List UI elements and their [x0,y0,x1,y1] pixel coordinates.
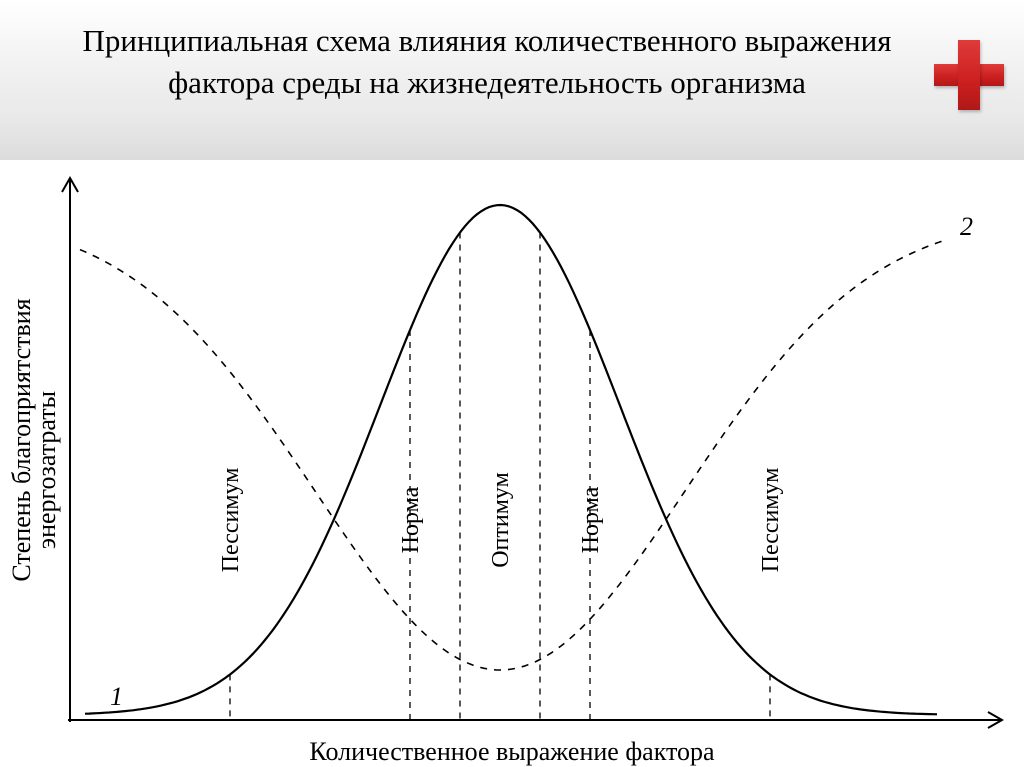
zone-labels: Пессимум Норма Оптимум Норма Пессимум [218,468,784,573]
curve-2-label: 2 [960,212,973,241]
energy-cost-curve [80,241,944,671]
zone-label: Пессимум [758,468,784,573]
zone-label: Пессимум [218,468,244,573]
medical-cross-icon [934,40,1004,110]
header: Принципиальная схема влияния количествен… [0,0,1024,160]
zone-label: Норма [578,486,604,553]
curve-1-label: 1 [110,682,123,711]
tolerance-curve-chart: Количественное выражение фактора Степень… [0,160,1024,767]
axes [62,178,1002,728]
page-title: Принципиальная схема влияния количествен… [0,0,1024,104]
favorability-curve [85,205,937,714]
x-axis-label: Количественное выражение фактора [309,737,715,766]
zone-label: Норма [398,486,424,553]
zone-label: Оптимум [488,472,514,568]
chart-container: Количественное выражение фактора Степень… [0,160,1024,767]
y-axis-label-bottom: энергозатраты [32,391,61,549]
